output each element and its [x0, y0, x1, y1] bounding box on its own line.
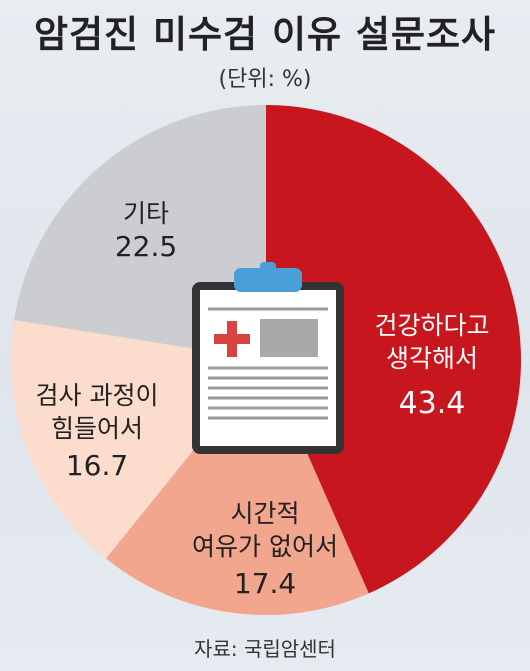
slice-category-label: 생각해서: [386, 344, 478, 373]
slice-category-label: 힘들어서: [51, 414, 143, 443]
slice-category-label: 건강하다고: [374, 311, 489, 340]
source-note: 자료: 국립암센터: [194, 637, 336, 661]
slice-value-label: 16.7: [66, 449, 128, 482]
pie-slice: [105, 360, 369, 615]
unit-label: (단위: %): [218, 67, 312, 92]
slice-category-label: 검사 과정이: [36, 381, 159, 410]
chart-title: 암검진 미수검 이유 설문조사: [33, 13, 497, 56]
slice-category-label: 기타: [123, 199, 169, 228]
slice-category-label: 시간적: [230, 499, 299, 528]
pie-slice: [266, 105, 521, 594]
slice-value-label: 17.4: [234, 567, 296, 600]
slice-value-label: 22.5: [115, 230, 177, 263]
slice-value-label: 43.4: [399, 386, 466, 421]
slice-category-label: 여유가 없어서: [192, 532, 338, 561]
clipboard-medical-icon: [192, 262, 344, 454]
